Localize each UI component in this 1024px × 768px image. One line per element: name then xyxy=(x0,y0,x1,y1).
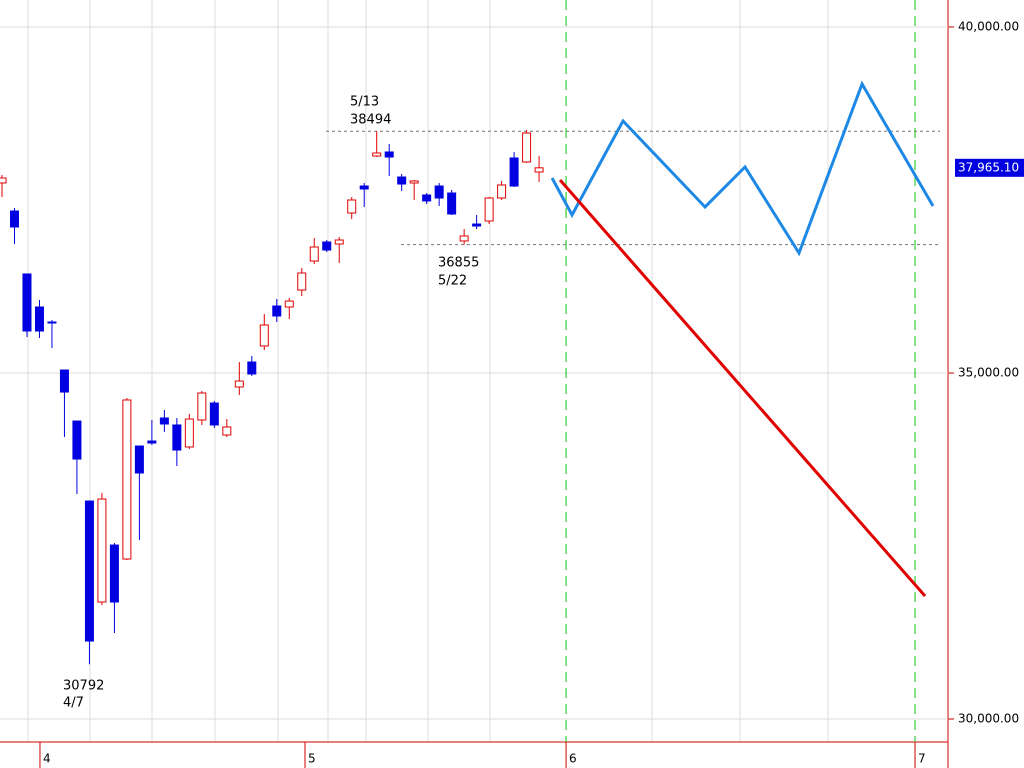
candle-body xyxy=(397,176,407,185)
candle-body xyxy=(259,324,269,347)
candle-body xyxy=(459,235,469,242)
candle-body xyxy=(372,152,382,157)
candle-body xyxy=(322,241,332,251)
forecast-line xyxy=(550,80,935,257)
candle-body xyxy=(222,426,232,436)
candle-body xyxy=(159,417,169,425)
candle-body xyxy=(534,167,544,173)
annotation: 38494 xyxy=(350,113,391,128)
y-tick-label: 40,000.00 xyxy=(958,19,1019,33)
candle-body xyxy=(347,199,357,214)
candle-body xyxy=(0,177,7,184)
candle-body xyxy=(172,424,182,451)
annotation: 5/22 xyxy=(438,274,467,289)
candle-body xyxy=(284,300,294,308)
candle-body xyxy=(484,197,494,222)
x-tick-label: 7 xyxy=(918,752,926,766)
x-tick-label: 4 xyxy=(43,752,51,766)
candle-body xyxy=(22,273,32,332)
annotation: 36855 xyxy=(438,256,479,271)
forecast-line xyxy=(558,179,927,598)
candle-body xyxy=(522,132,532,163)
candle-body xyxy=(72,420,82,460)
candle-body xyxy=(447,192,457,215)
candle-body xyxy=(272,305,282,317)
candle-body xyxy=(434,185,444,199)
y-tick-label: 35,000.00 xyxy=(958,366,1019,380)
candle-body xyxy=(84,500,94,642)
candle-body xyxy=(509,157,519,187)
candle-body xyxy=(472,223,482,227)
candle-body xyxy=(34,306,44,332)
candle-body xyxy=(147,440,157,444)
y-tick-label: 30,000.00 xyxy=(958,712,1019,726)
candle-body xyxy=(59,369,69,393)
annotation: 4/7 xyxy=(63,696,84,711)
last-price-box xyxy=(955,158,1024,177)
candle-body xyxy=(197,392,207,421)
candle-body xyxy=(9,210,19,228)
x-tick-label: 6 xyxy=(569,752,577,766)
candle-body xyxy=(384,151,394,158)
candle-body xyxy=(109,544,119,603)
candle-body xyxy=(247,361,257,375)
candle-body xyxy=(497,184,507,199)
candle-body xyxy=(97,498,107,603)
candle-body xyxy=(334,239,344,245)
candle-body xyxy=(122,399,132,560)
candle-body xyxy=(209,402,219,426)
candle-body xyxy=(134,445,144,474)
candle-body xyxy=(309,246,319,262)
candle-body xyxy=(409,180,419,184)
candle-body xyxy=(422,194,432,202)
vertical-grid xyxy=(27,0,829,742)
last-price-label: 37,965.10 xyxy=(958,160,1019,174)
candle-body xyxy=(234,380,244,388)
annotation: 5/13 xyxy=(350,95,379,110)
candle-body xyxy=(359,185,369,190)
x-tick-label: 5 xyxy=(308,752,316,766)
annotation: 30792 xyxy=(63,679,104,694)
candle-body xyxy=(184,418,194,448)
candle-body xyxy=(47,321,57,324)
candle-body xyxy=(297,272,307,291)
